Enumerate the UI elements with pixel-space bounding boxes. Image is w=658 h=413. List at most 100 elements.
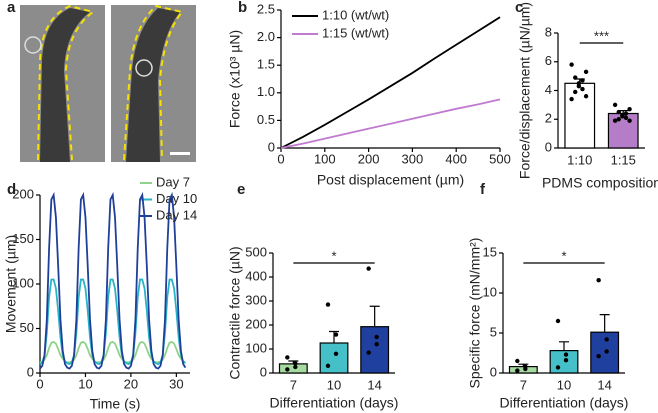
y-tick-label: 150 xyxy=(12,231,34,246)
series-line xyxy=(39,191,187,370)
significance-label: * xyxy=(561,248,566,263)
series-line xyxy=(280,98,501,149)
data-point xyxy=(293,364,298,370)
data-point xyxy=(623,115,629,121)
x-tick-label: 14 xyxy=(367,377,381,392)
data-point xyxy=(580,86,585,92)
y-tick-label: 200 xyxy=(12,186,34,201)
data-point xyxy=(515,368,520,373)
data-point xyxy=(285,367,290,372)
data-point xyxy=(293,361,298,366)
data-point xyxy=(515,358,520,364)
data-point xyxy=(569,96,574,102)
x-tick-label: 7 xyxy=(290,377,297,392)
bar xyxy=(607,112,639,149)
x-tick-label: 10 xyxy=(327,377,341,392)
y-tick-label: 4 xyxy=(545,82,552,97)
error-bar xyxy=(559,341,569,351)
data-point xyxy=(573,75,578,80)
error-bar xyxy=(369,305,380,327)
x-tick-label: 10 xyxy=(78,376,92,391)
y-tick-label: 10 xyxy=(483,284,497,299)
data-point xyxy=(616,117,621,122)
x-axis-title: Post displacement (µm) xyxy=(317,172,464,188)
y-tick-label: 8 xyxy=(545,24,552,39)
post xyxy=(40,8,90,162)
x-tick-label: 10 xyxy=(557,377,571,392)
data-point xyxy=(576,83,582,89)
y-tick-label: 15 xyxy=(483,244,497,259)
data-point xyxy=(523,364,528,369)
y-tick-label: 200 xyxy=(245,316,267,331)
x-tick-label: 1:15 xyxy=(611,152,636,167)
y-tick-label: 5 xyxy=(490,324,497,339)
y-tick-label: 1.0 xyxy=(257,84,275,99)
panel-label: b xyxy=(238,0,247,16)
y-tick-label: 50 xyxy=(20,320,34,335)
y-tick-label: 0 xyxy=(490,364,497,379)
data-point xyxy=(623,111,629,116)
x-tick-label: 500 xyxy=(489,151,511,166)
data-point xyxy=(627,118,632,123)
legend-label: Day 7 xyxy=(156,174,190,189)
x-axis-title: Time (s) xyxy=(90,396,141,412)
significance-label: * xyxy=(331,248,336,263)
data-point xyxy=(325,363,331,368)
y-axis-title: Force/displacement (µN/µm) xyxy=(517,2,533,179)
y-tick-label: 2.0 xyxy=(257,29,275,44)
data-point xyxy=(563,352,569,357)
data-point xyxy=(616,109,621,115)
data-point xyxy=(596,278,601,283)
data-point xyxy=(604,349,609,354)
y-axis-title: Force (x10³ µN) xyxy=(227,30,243,128)
photo-panel: a xyxy=(7,0,196,162)
data-point xyxy=(569,62,574,67)
legend-label: Day 14 xyxy=(156,207,197,222)
bar xyxy=(360,326,390,374)
error-bar xyxy=(329,330,339,343)
y-tick-label: 0 xyxy=(545,139,552,154)
y-tick-label: 0 xyxy=(268,139,275,154)
data-point xyxy=(612,118,618,123)
data-point xyxy=(580,78,585,83)
data-point xyxy=(573,89,578,95)
y-tick-label: 0.5 xyxy=(257,112,275,127)
data-point xyxy=(583,94,589,99)
bar xyxy=(319,342,349,374)
x-axis-title: PDMS composition xyxy=(542,175,658,191)
legend-label: Day 10 xyxy=(156,191,197,206)
y-axis-title: Contractile force (µN) xyxy=(227,246,243,379)
post xyxy=(126,8,180,162)
data-point xyxy=(374,334,379,340)
outline xyxy=(123,4,184,161)
x-tick-label: 400 xyxy=(445,151,467,166)
data-point xyxy=(366,350,371,355)
x-tick-label: 0 xyxy=(277,151,284,166)
significance-label: *** xyxy=(594,28,609,43)
data-point xyxy=(366,266,371,271)
panel-label: f xyxy=(480,181,486,198)
y-tick-label: 100 xyxy=(12,275,34,290)
x-tick-label: 0 xyxy=(36,376,43,391)
y-tick-label: 2 xyxy=(545,111,552,126)
panel-label: e xyxy=(237,181,245,198)
data-point xyxy=(555,365,561,370)
bar xyxy=(278,363,308,374)
error-bar xyxy=(599,314,610,333)
y-tick-label: 0 xyxy=(260,364,267,379)
y-tick-label: 6 xyxy=(545,53,552,68)
data-point xyxy=(583,69,589,75)
panel-label: c xyxy=(515,0,523,16)
y-tick-label: 300 xyxy=(245,292,267,307)
data-point xyxy=(333,332,339,337)
y-tick-label: 500 xyxy=(245,244,267,259)
bar xyxy=(590,331,620,374)
data-point xyxy=(612,102,618,108)
data-point xyxy=(604,337,609,342)
panel-label: a xyxy=(7,0,16,16)
data-point xyxy=(563,358,569,363)
x-axis-title: Differentiation (days) xyxy=(270,395,399,411)
data-point xyxy=(555,318,561,324)
x-tick-label: 1:10 xyxy=(567,152,592,167)
x-tick-label: 14 xyxy=(597,377,611,392)
